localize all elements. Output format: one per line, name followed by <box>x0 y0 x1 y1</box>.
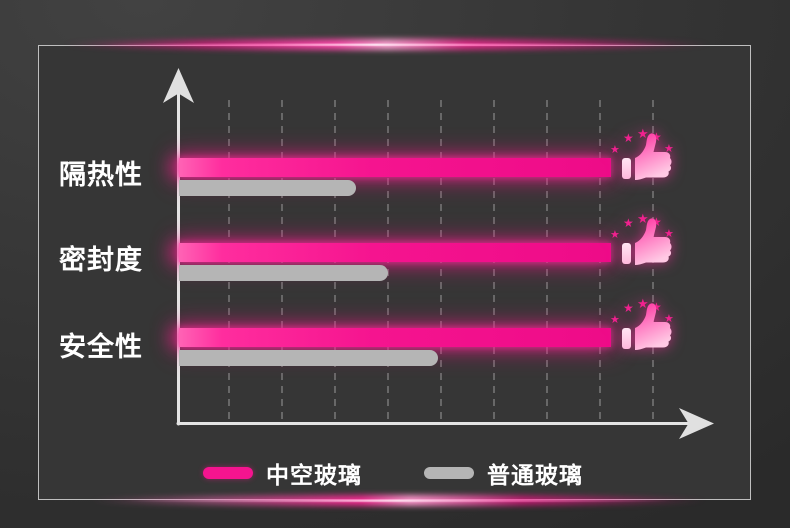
legend-label: 中空玻璃 <box>266 463 362 489</box>
svg-text:★: ★ <box>623 301 634 315</box>
svg-text:★: ★ <box>664 227 674 240</box>
category-label-insulation: 隔热性 <box>59 160 143 191</box>
bar-ordinary-glass-row3 <box>179 350 439 366</box>
thumbs-up-icon: ★ ★ ★ ★ ★ <box>610 127 674 180</box>
bar-insulated-glass-row2 <box>179 243 612 262</box>
svg-text:★: ★ <box>651 300 662 314</box>
svg-text:★: ★ <box>610 313 620 326</box>
legend-swatch-gray <box>424 467 474 479</box>
svg-text:★: ★ <box>637 127 649 142</box>
thumbs-up-icon: ★ ★ ★ ★ ★ <box>610 212 674 265</box>
svg-text:★: ★ <box>623 131 634 145</box>
category-label-sealing: 密封度 <box>59 245 143 276</box>
five-stars: ★ ★ ★ ★ ★ <box>610 127 674 156</box>
bar-insulated-glass-row3 <box>179 328 612 347</box>
svg-text:★: ★ <box>637 297 649 312</box>
svg-text:★: ★ <box>651 215 662 229</box>
thumb-hand <box>635 303 672 350</box>
thumb-cuff <box>622 328 631 349</box>
svg-text:★: ★ <box>610 228 620 241</box>
category-label-safety: 安全性 <box>59 332 143 363</box>
svg-text:★: ★ <box>664 312 674 325</box>
svg-text:★: ★ <box>637 212 649 227</box>
legend-item-ordinary-glass: 普通玻璃 <box>424 456 583 490</box>
svg-text:★: ★ <box>610 143 620 156</box>
bar-ordinary-glass-row2 <box>179 265 389 281</box>
legend-item-insulated-glass: 中空玻璃 <box>203 456 362 490</box>
legend-label: 普通玻璃 <box>487 463 583 489</box>
legend-swatch-pink <box>203 467 253 479</box>
thumb-hand <box>635 133 672 180</box>
bar-ordinary-glass-row1 <box>179 180 357 196</box>
thumb-cuff <box>622 158 631 179</box>
svg-text:★: ★ <box>664 142 674 155</box>
thumb-cuff <box>622 243 631 264</box>
legend: 中空玻璃 普通玻璃 <box>203 456 583 490</box>
five-stars: ★ ★ ★ ★ ★ <box>610 212 674 241</box>
svg-text:★: ★ <box>651 130 662 144</box>
thumbs-up-icon: ★ ★ ★ ★ ★ <box>610 297 674 350</box>
svg-text:★: ★ <box>623 216 634 230</box>
bar-insulated-glass-row1 <box>179 158 612 177</box>
thumb-hand <box>635 218 672 265</box>
five-stars: ★ ★ ★ ★ ★ <box>610 297 674 326</box>
